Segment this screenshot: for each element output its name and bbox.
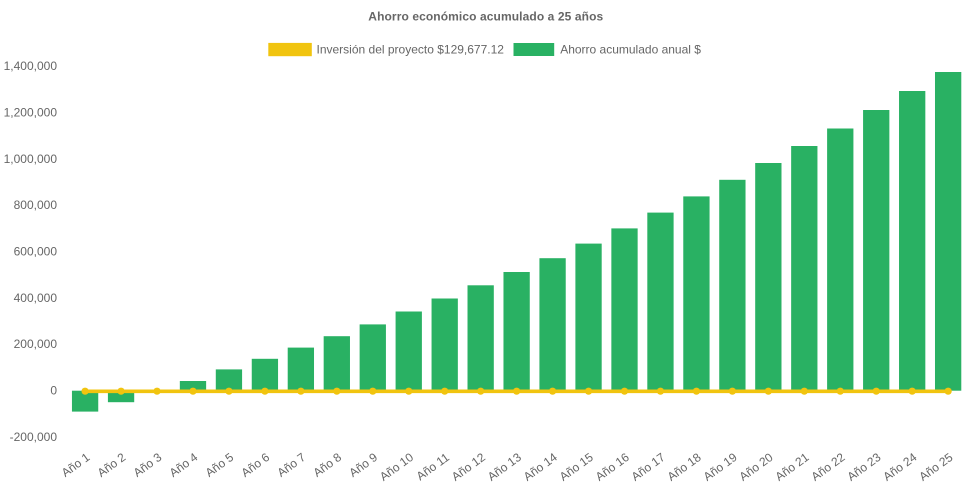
svg-text:Ahorro económico acumulado a 2: Ahorro económico acumulado a 25 años: [368, 10, 603, 24]
svg-text:0: 0: [50, 384, 57, 398]
svg-text:1,200,000: 1,200,000: [4, 105, 58, 119]
svg-text:600,000: 600,000: [14, 245, 58, 259]
svg-text:400,000: 400,000: [14, 291, 58, 305]
svg-text:-200,000: -200,000: [10, 430, 58, 444]
svg-text:800,000: 800,000: [14, 198, 58, 212]
svg-text:Ahorro acumulado anual $: Ahorro acumulado anual $: [560, 42, 701, 56]
svg-text:1,000,000: 1,000,000: [4, 152, 58, 166]
svg-text:1,400,000: 1,400,000: [4, 59, 58, 73]
svg-text:200,000: 200,000: [14, 337, 58, 351]
svg-text:Inversión del proyecto $129,67: Inversión del proyecto $129,677.12: [317, 42, 505, 56]
